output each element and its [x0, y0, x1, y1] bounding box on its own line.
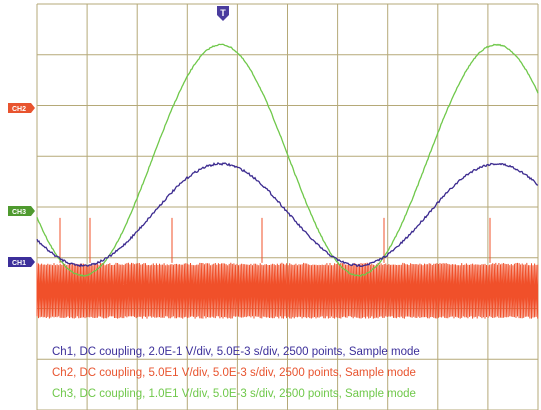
ch1-marker: CH1 [8, 257, 35, 267]
ch3-marker-label: CH3 [12, 209, 26, 216]
grid [36, 3, 539, 410]
ch3-marker: CH3 [8, 206, 35, 216]
channel-markers: T CH2 CH3 CH1 [8, 6, 229, 267]
legend-ch2: Ch2, DC coupling, 5.0E1 V/div, 5.0E-3 s/… [52, 367, 416, 379]
series-ch2-line [36, 262, 539, 319]
series-ch1-line [36, 161, 539, 268]
trigger-marker-label: T [220, 8, 226, 18]
legend: Ch1, DC coupling, 2.0E-1 V/div, 5.0E-3 s… [52, 346, 420, 400]
legend-ch3: Ch3, DC coupling, 1.0E1 V/div, 5.0E-3 s/… [52, 388, 416, 400]
ch1-marker-label: CH1 [12, 260, 26, 267]
series-ch3-line [36, 43, 539, 277]
legend-ch1: Ch1, DC coupling, 2.0E-1 V/div, 5.0E-3 s… [52, 346, 420, 358]
ch2-marker: CH2 [8, 103, 35, 113]
traces [36, 43, 539, 319]
ch2-marker-label: CH2 [12, 106, 26, 113]
trigger-marker: T [217, 6, 229, 21]
